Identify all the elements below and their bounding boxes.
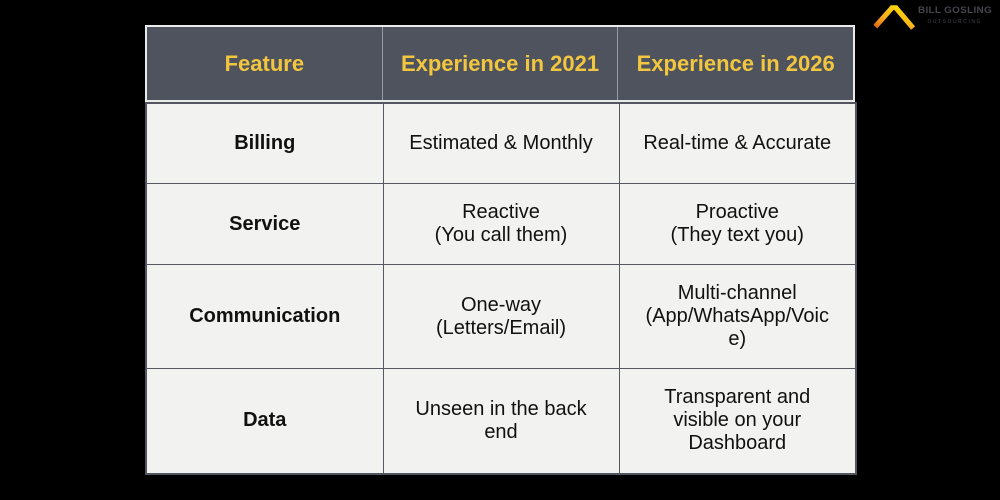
svg-text:OUTSOURCING: OUTSOURCING: [928, 19, 983, 25]
svg-text:BILL GOSLING: BILL GOSLING: [918, 5, 992, 16]
